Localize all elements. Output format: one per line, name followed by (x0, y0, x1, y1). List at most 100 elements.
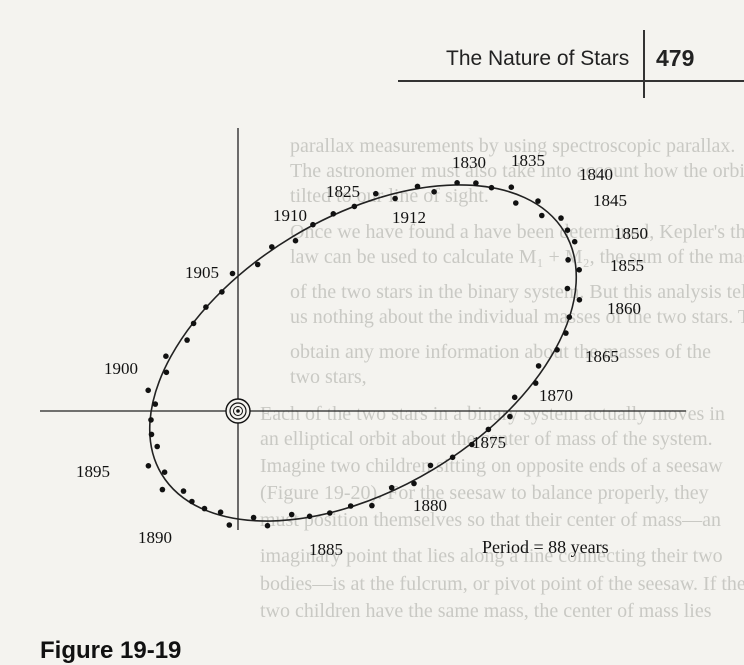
orbit-point (330, 211, 337, 217)
sun-icon (225, 398, 251, 424)
year-label-1912: 1912 (392, 208, 426, 227)
orbit-point (184, 337, 190, 343)
bg-line-9: two stars, (290, 366, 367, 388)
bg-line-15: imaginary point that lies along a line c… (260, 545, 723, 567)
orbit-point (269, 244, 275, 250)
orbit-point (254, 261, 261, 268)
bg-line-7: us nothing about the individual masses o… (290, 306, 744, 328)
orbit-point (201, 505, 208, 512)
figure-caption: Figure 19-19 (40, 637, 182, 664)
orbit-point (454, 180, 460, 186)
orbit-point (554, 347, 560, 353)
orbit-point (576, 267, 582, 273)
bg-line-17: two children have the same mass, the cen… (260, 600, 712, 622)
orbit-point (507, 413, 513, 420)
bg-line-12: Imagine two children sitting on opposite… (260, 455, 723, 477)
year-label-1880: 1880 (413, 496, 447, 515)
orbit-point (250, 514, 257, 521)
orbit-point (292, 237, 299, 244)
orbit-point (152, 401, 159, 407)
period-label: Period = 88 years (482, 537, 609, 557)
orbit-point (148, 417, 154, 423)
orbit-point (217, 509, 224, 515)
orbit-point (535, 363, 542, 369)
year-label-1910: 1910 (273, 206, 307, 225)
orbit-point (392, 195, 398, 202)
bg-line-2: The astronomer must also take into accou… (290, 160, 744, 182)
year-label-1900: 1900 (104, 359, 138, 378)
bg-line-14: must position themselves so that their c… (260, 509, 721, 531)
orbit-point (351, 203, 358, 210)
orbit-point (513, 200, 519, 206)
orbit-point (571, 238, 578, 245)
orbit-point (148, 431, 155, 438)
orbit-point (189, 498, 195, 505)
orbit-point (535, 198, 541, 204)
orbit-point (369, 502, 375, 509)
year-label-1855: 1855 (610, 256, 644, 275)
year-label-1845: 1845 (593, 191, 627, 210)
year-label-1885: 1885 (309, 540, 343, 559)
orbit-point (566, 314, 573, 320)
orbit-point (565, 257, 571, 263)
bg-line-8: obtain any more information about the ma… (290, 341, 711, 363)
orbit-point (558, 215, 564, 221)
orbit-point (564, 227, 571, 233)
orbit-point (154, 443, 160, 450)
orbit-point (190, 320, 197, 327)
year-label-1895: 1895 (76, 462, 110, 481)
year-label-1870: 1870 (539, 386, 573, 405)
background-body-text: parallax measurements by using spectrosc… (260, 135, 744, 622)
orbit-point (427, 462, 434, 469)
orbit-point (485, 426, 492, 433)
orbit-point (511, 394, 518, 401)
orbit-point (508, 184, 515, 190)
orbit-point (563, 330, 569, 336)
year-label-1830: 1830 (452, 153, 486, 172)
orbit-point (229, 270, 236, 277)
bg-line-6: of the two stars in the binary system. B… (290, 281, 744, 303)
orbit-point (449, 454, 456, 461)
orbit-point (161, 469, 168, 476)
running-header-title: The Nature of Stars (446, 47, 630, 70)
bg-line-1: parallax measurements by using spectrosc… (290, 135, 735, 157)
year-label-1860: 1860 (607, 299, 641, 318)
orbit-point (310, 221, 316, 228)
orbit-point (159, 486, 166, 493)
orbit-point (327, 510, 333, 516)
bg-line-16: bodies—is at the fulcrum, or pivot point… (260, 573, 744, 595)
orbit-point (226, 522, 233, 528)
orbit-ellipse (148, 184, 578, 522)
orbit-point (203, 304, 209, 310)
year-label-1890: 1890 (138, 528, 172, 547)
orbit-point (373, 190, 379, 197)
orbit-point (488, 184, 495, 191)
bg-line-4: Once we have found a have been determine… (290, 221, 744, 243)
orbit-point (431, 189, 437, 195)
orbit-point (414, 183, 421, 190)
orbit-point (532, 380, 539, 386)
orbit-point (347, 503, 354, 509)
orbit-point (163, 369, 170, 376)
bg-line-3: tilted to our line of sight. (290, 185, 489, 207)
year-label-1840: 1840 (579, 165, 613, 184)
page-number: 479 (656, 45, 695, 71)
year-label-1835: 1835 (511, 151, 545, 170)
observed-positions (145, 180, 583, 529)
orbit-point (473, 180, 479, 186)
year-label-1825: 1825 (326, 182, 360, 201)
bg-line-11: an elliptical orbit about the center of … (260, 428, 713, 450)
year-label-1875: 1875 (472, 433, 506, 452)
orbit-point (288, 511, 295, 518)
year-label-1905: 1905 (185, 263, 219, 282)
orbit-point (180, 488, 187, 494)
orbit-point (388, 484, 395, 491)
header-rule (398, 80, 744, 82)
bg-line-13: (Figure 19-20). For the seesaw to balanc… (260, 482, 709, 504)
orbit-point (145, 463, 152, 469)
year-label-1865: 1865 (585, 347, 619, 366)
orbit-point (411, 480, 417, 487)
orbit-point (219, 289, 225, 295)
